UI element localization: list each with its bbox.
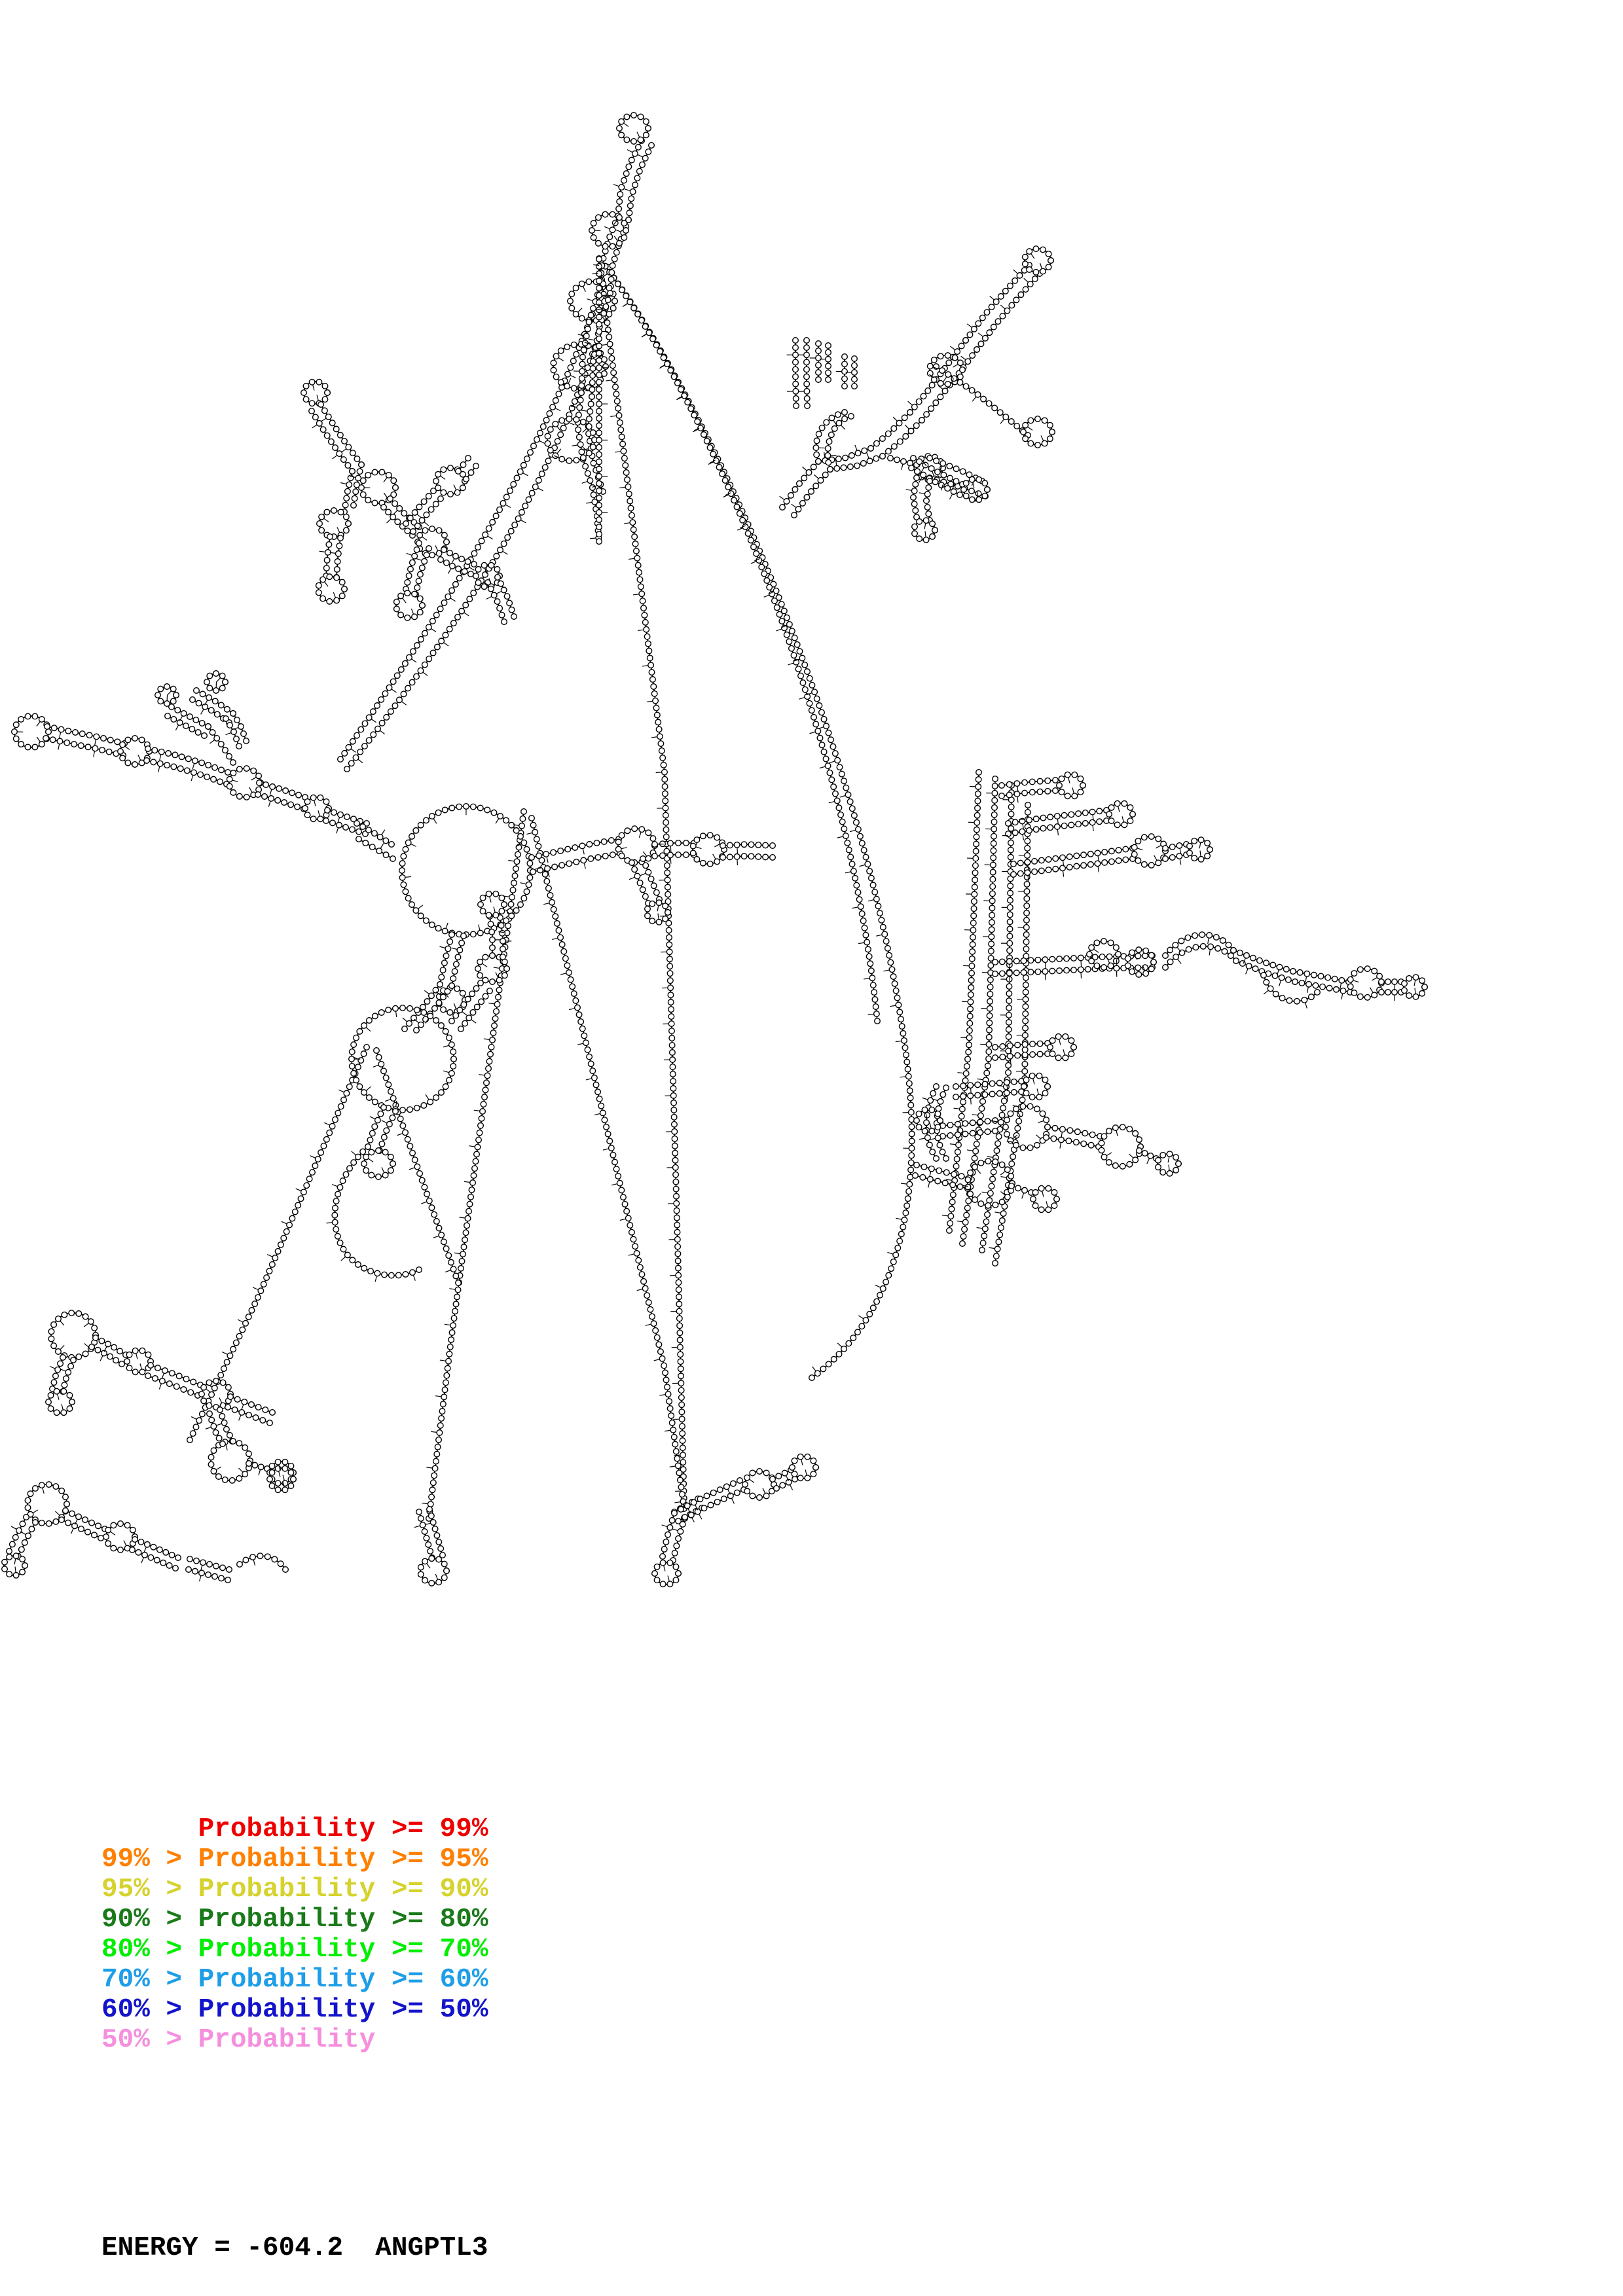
bottom-center-stems (418, 1456, 816, 1585)
legend-row-p95: 99% > Probability >= 95% (101, 1844, 488, 1874)
probability-legend: Probability >= 99% 99% > Probability >= … (101, 1814, 1018, 2055)
legend-row-p60: 70% > Probability >= 60% (101, 1965, 488, 1995)
legend-row-p90: 95% > Probability >= 90% (101, 1874, 488, 1905)
legend-row-pbelow50: 50% > Probability (101, 2025, 376, 2055)
rna-structure-plot (1, 111, 1428, 1588)
legend-row-p80: 90% > Probability >= 80% (101, 1905, 488, 1935)
exterior-loop-strands (189, 258, 1029, 1519)
legend-row-p70: 80% > Probability >= 70% (101, 1935, 488, 1965)
energy-label: ENERGY = -604.2 ANGPTL3 (101, 2233, 488, 2263)
legend-row-p99: Probability >= 99% (101, 1814, 488, 1844)
legend-row-p50: 60% > Probability >= 50% (101, 1995, 488, 2025)
base-pair-ticks (10, 122, 1416, 1582)
nucleotide-beads (1, 111, 1428, 1588)
